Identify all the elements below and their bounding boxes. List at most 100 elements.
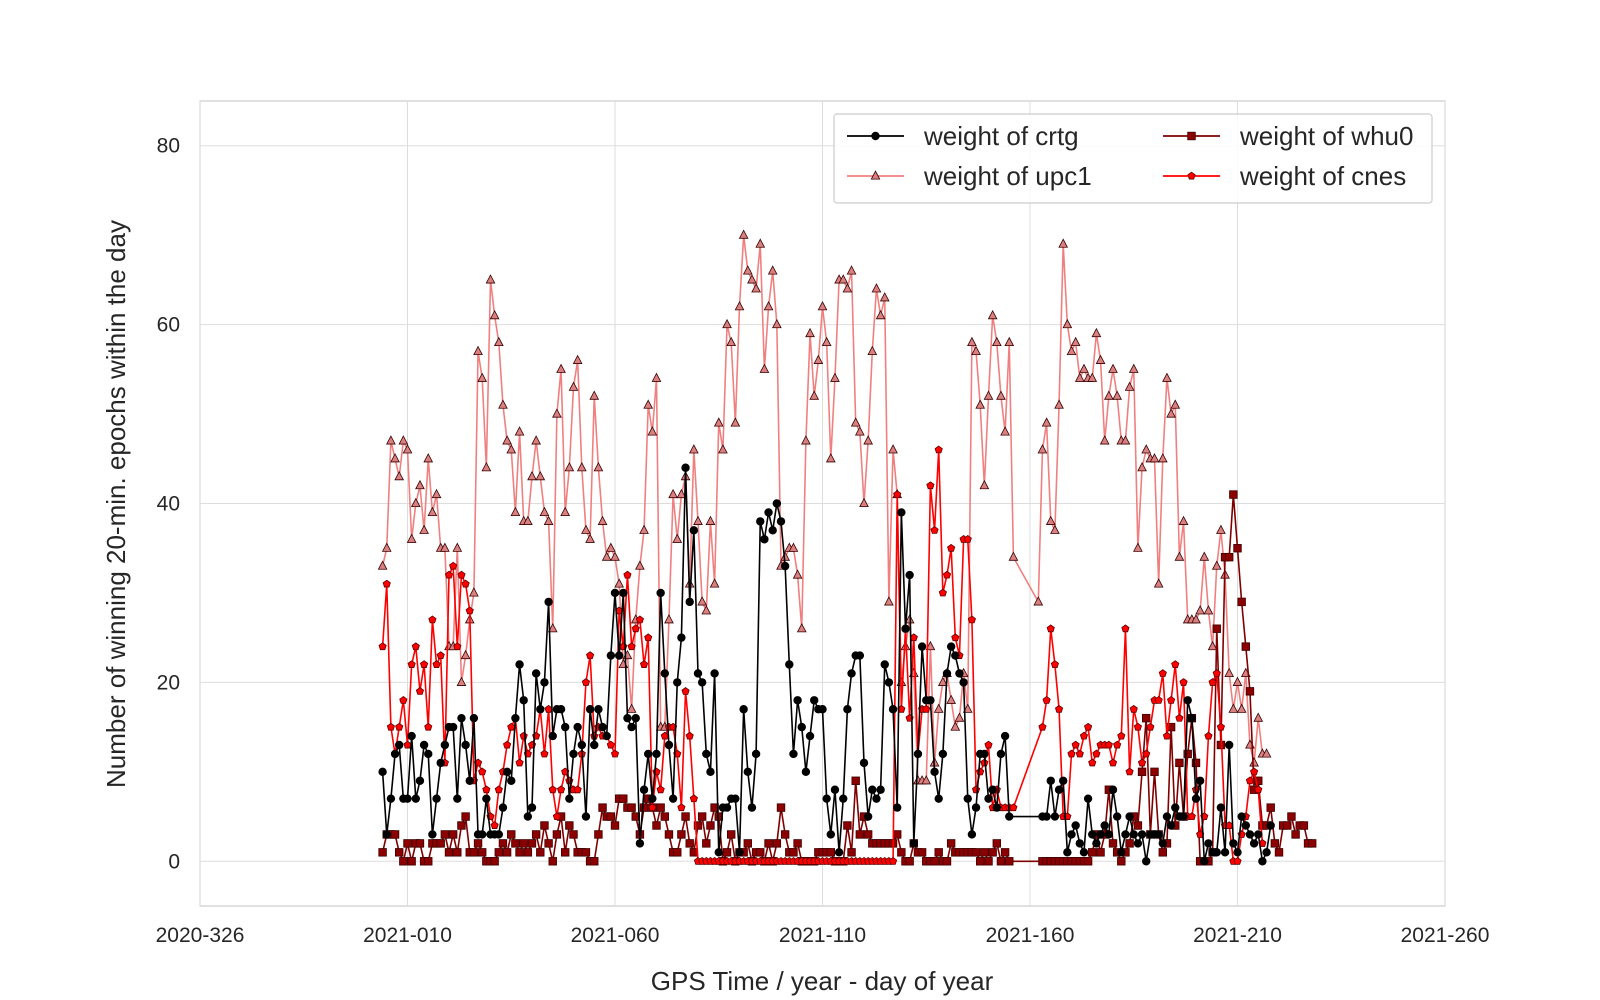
legend-box [833,113,1433,204]
data-point [1154,830,1163,839]
data-point [1067,830,1076,839]
data-point [539,506,550,516]
x-tick-label: 2021-060 [571,924,660,947]
data-point [1133,542,1143,552]
data-point [854,426,865,436]
data-point [731,794,740,803]
data-point [1158,848,1167,857]
data-point [788,542,799,552]
data-point [473,345,483,355]
data-point [395,722,404,731]
data-point [643,399,654,409]
data-point [415,687,425,695]
data-point [793,839,802,848]
data-point [843,821,852,830]
data-point [457,713,466,723]
data-point [975,399,986,409]
data-point [590,857,599,866]
data-point [1216,803,1226,812]
data-point [635,615,644,624]
data-point [1008,551,1019,561]
data-point [485,274,496,284]
data-point [1071,740,1080,749]
legend-entry: weight of upc1 [847,161,1092,191]
data-point [1088,848,1097,857]
data-point [847,848,856,857]
data-point [868,785,877,794]
data-point [1133,722,1142,731]
data-point [403,839,412,848]
data-point [930,526,939,534]
data-point [635,839,645,848]
data-point [548,785,557,794]
data-point [590,740,599,750]
data-point [548,731,557,741]
y-tick-label: 40 [157,493,180,516]
legend-label: weight of whu0 [1239,121,1413,151]
data-point [863,812,873,821]
data-point [847,669,856,678]
data-point [1137,462,1147,472]
data-point [1142,749,1151,758]
data-point [888,444,898,454]
data-point [481,462,492,472]
data-point [527,470,537,481]
data-point [859,497,869,508]
data-point [1058,776,1068,785]
x-tick-label: 2021-210 [1193,924,1282,947]
data-point [382,830,391,839]
data-point [1266,803,1275,812]
data-point [648,803,657,812]
data-point [1162,372,1172,382]
data-point [685,597,694,607]
data-point [477,848,487,857]
data-point [1071,821,1080,830]
data-point [522,515,533,525]
data-point [922,704,931,713]
data-point [1009,803,1018,812]
data-point [937,676,948,686]
data-point [780,830,790,839]
data-point [697,678,707,687]
data-point [955,669,964,678]
data-point [743,767,752,777]
data-point [1095,354,1106,364]
data-point [763,301,774,311]
data-point [863,435,874,445]
data-point [971,803,981,812]
data-point [469,587,479,597]
data-point [980,848,989,857]
data-point [598,722,607,732]
data-point [1075,749,1084,758]
data-point [1254,830,1263,839]
data-point [507,830,516,839]
data-point [893,490,902,499]
data-point [897,508,906,517]
data-point [407,731,416,741]
data-point [477,372,488,382]
data-point [1045,515,1056,525]
data-point [884,596,894,606]
data-point [605,542,616,552]
data-point [540,678,549,687]
series-line [381,466,1272,863]
data-point [925,640,936,651]
data-point [855,830,865,839]
data-point [415,839,425,848]
data-point [693,669,703,678]
data-point [631,624,640,633]
data-point [897,848,906,857]
data-point [1112,812,1122,821]
data-point [1050,812,1060,821]
data-point [673,848,682,857]
legend-marker [1187,171,1196,180]
data-point [1261,748,1272,758]
data-point [951,651,960,660]
data-point [909,839,918,848]
data-point [962,703,973,713]
data-point [469,848,479,857]
data-point [576,462,587,472]
data-point [585,705,595,714]
data-point [722,803,732,812]
data-point [489,309,500,320]
